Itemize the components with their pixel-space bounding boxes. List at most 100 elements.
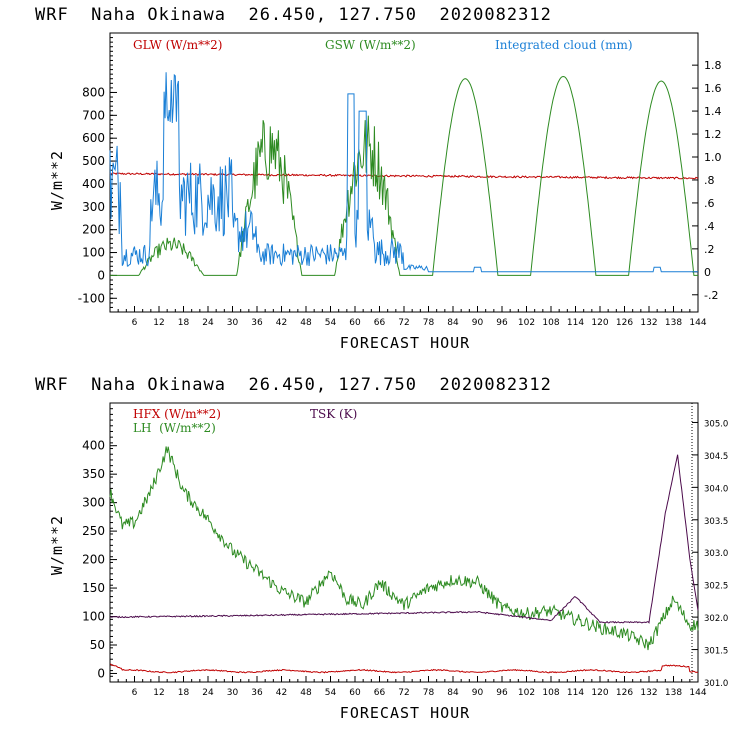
x-tick-label: 6: [132, 688, 138, 698]
y-tick-label: 50: [90, 638, 105, 652]
x-tick-label: 42: [276, 318, 287, 328]
x-tick-label: 18: [178, 318, 190, 328]
x-tick-label: 54: [325, 318, 337, 328]
y2-tick-label: .6: [704, 197, 715, 210]
y2-tick-label: 302.5: [704, 582, 728, 592]
series-line-gsw: [110, 75, 698, 276]
x-tick-label: 54: [325, 688, 337, 698]
x-tick-label: 6: [132, 318, 138, 328]
y2-tick-label: 301.0: [704, 679, 728, 689]
chart-1-y-label: W/m**2: [48, 150, 66, 210]
x-tick-label: 66: [374, 688, 386, 698]
chart-1-series: [109, 72, 699, 276]
y2-tick-label: .8: [704, 174, 715, 187]
y-tick-label: 150: [82, 581, 105, 595]
y-tick-label: 200: [82, 223, 105, 237]
x-tick-label: 24: [202, 318, 214, 328]
y-tick-label: 500: [82, 154, 105, 168]
y-tick-label: -100: [78, 291, 105, 305]
x-tick-label: 120: [591, 318, 608, 328]
series-line-glw: [109, 172, 699, 180]
chart-2-series: [109, 446, 699, 674]
x-tick-label: 30: [227, 318, 239, 328]
x-tick-label: 36: [251, 318, 263, 328]
y2-tick-label: 0: [704, 266, 711, 279]
x-tick-label: 114: [567, 318, 584, 328]
x-tick-label: 108: [542, 688, 559, 698]
y2-tick-label: .4: [704, 220, 715, 233]
y-tick-label: 250: [82, 524, 105, 538]
x-tick-label: 84: [447, 318, 459, 328]
x-tick-label: 144: [689, 318, 706, 328]
x-tick-label: 60: [349, 688, 361, 698]
y2-tick-label: 1.6: [704, 82, 722, 95]
x-tick-label: 144: [689, 688, 706, 698]
chart-2-plot-frame: [109, 402, 699, 683]
series-line-lh: [109, 446, 699, 651]
chart-1-x-axis: 6 12 18 24 30 36 42 48 54 60 66 72 78 84 90 96 102 108 114…: [109, 306, 707, 328]
legend-tsk: TSK (K): [310, 407, 357, 421]
legend-lh: LH (W/m**2): [133, 421, 216, 435]
x-tick-label: 72: [398, 318, 409, 328]
y2-tick-label: 303.5: [704, 517, 728, 527]
chart-1-title: WRF Naha Okinawa 26.450, 127.750 2020082…: [35, 5, 552, 25]
y-tick-label: 350: [82, 467, 105, 481]
x-tick-label: 96: [496, 318, 508, 328]
y2-tick-label: .2: [704, 243, 715, 256]
legend-gsw: GSW (W/m**2): [325, 38, 416, 52]
y2-tick-label: -.2: [704, 289, 718, 302]
x-tick-label: 126: [616, 318, 633, 328]
chart-2-x-axis: 6 12 18 24 30 36 42 48 54 60 66 72 78 84 90 96 102 108 114…: [109, 676, 707, 698]
y2-tick-label: 305.0: [704, 419, 728, 429]
x-tick-label: 138: [665, 318, 682, 328]
y-tick-label: 100: [82, 610, 105, 624]
x-tick-label: 30: [227, 688, 239, 698]
chart-2-y2-axis: 301.0 301.5 302.0 302.5 303.0 303.5 304.0 304.5…: [691, 403, 728, 689]
chart-2-x-label: FORECAST HOUR: [340, 704, 470, 722]
y2-tick-label: 301.5: [704, 647, 728, 657]
x-tick-label: 42: [276, 688, 287, 698]
y2-tick-label: 304.0: [704, 484, 728, 494]
chart-2-y-label: W/m**2: [48, 515, 66, 575]
chart-1-plot-frame: [109, 32, 699, 313]
x-tick-label: 108: [542, 318, 559, 328]
series-line-tsk: [109, 454, 699, 624]
y2-tick-label: 1.8: [704, 59, 722, 72]
x-tick-label: 78: [423, 688, 435, 698]
y-tick-label: 0: [97, 268, 105, 282]
y-tick-label: 300: [82, 496, 105, 510]
y-tick-label: 400: [82, 177, 105, 191]
x-tick-label: 48: [300, 318, 312, 328]
x-tick-label: 12: [153, 318, 164, 328]
y2-tick-label: 1.0: [704, 151, 722, 164]
x-tick-label: 66: [374, 318, 386, 328]
y-tick-label: 400: [82, 439, 105, 453]
y-tick-label: 800: [82, 85, 105, 99]
y-tick-label: 300: [82, 200, 105, 214]
chart-1-x-label: FORECAST HOUR: [340, 334, 470, 352]
x-tick-label: 102: [518, 688, 535, 698]
x-tick-label: 114: [567, 688, 584, 698]
x-tick-label: 132: [640, 688, 657, 698]
chart-2-y-axis: 0 50 100 150 200 250 300 350 400: [82, 402, 117, 683]
chart-2-legend: HFX (W/m**2) LH (W/m**2) TSK (K): [133, 407, 357, 435]
legend-glw: GLW (W/m**2): [133, 38, 222, 52]
chart-1-y-axis: -100 0 100 200 300 400 500 600 700 800: [78, 32, 117, 313]
series-line-cloud: [109, 72, 698, 273]
y-tick-label: 200: [82, 553, 105, 567]
x-tick-label: 78: [423, 318, 435, 328]
x-tick-label: 126: [616, 688, 633, 698]
x-tick-label: 12: [153, 688, 164, 698]
x-tick-label: 36: [251, 688, 263, 698]
chart-2-title: WRF Naha Okinawa 26.450, 127.750 2020082…: [35, 375, 552, 395]
x-tick-label: 72: [398, 688, 409, 698]
x-tick-label: 84: [447, 688, 459, 698]
y-tick-label: 700: [82, 108, 105, 122]
y-tick-label: 0: [97, 666, 105, 680]
chart-1-y2-axis: -.2 0 .2 .4 .6 .8 1.0 1.2 1.4 1.6 1.8: [692, 59, 722, 302]
y2-tick-label: 1.2: [704, 128, 722, 141]
x-tick-label: 90: [472, 318, 484, 328]
y2-tick-label: 1.4: [704, 105, 722, 118]
x-tick-label: 24: [202, 688, 214, 698]
x-tick-label: 120: [591, 688, 608, 698]
